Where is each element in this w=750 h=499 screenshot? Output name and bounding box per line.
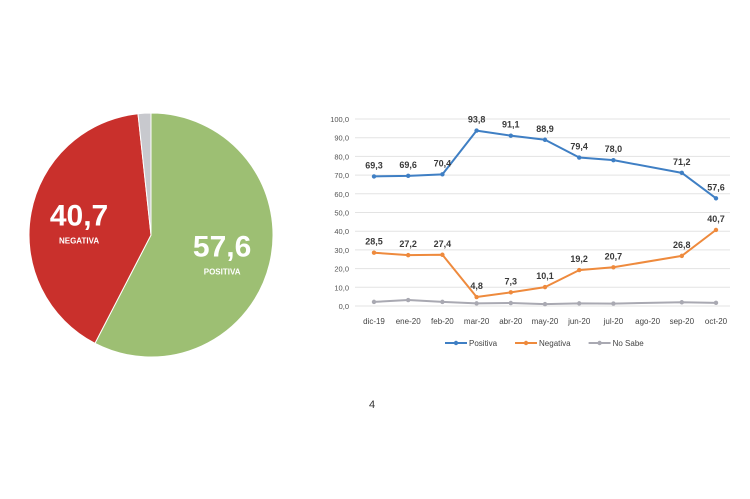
data-point-negativa: [611, 265, 616, 270]
x-tick-label: jun-20: [567, 317, 591, 326]
data-label-positiva: 78,0: [605, 144, 623, 154]
pie-label-positiva: POSITIVA: [204, 267, 241, 276]
data-point-negativa: [508, 290, 513, 295]
pie-value-negativa: 40,7: [50, 200, 108, 233]
pie-label-negativa: NEGATIVA: [59, 237, 99, 246]
y-tick-label: 50,0: [334, 209, 349, 218]
data-point-no-sabe: [371, 299, 377, 305]
y-tick-label: 20,0: [334, 265, 349, 274]
data-label-negativa: 40,7: [707, 214, 725, 224]
data-label-positiva: 69,6: [399, 160, 417, 170]
page-number: 4: [368, 399, 376, 411]
data-point-positiva: [371, 174, 377, 179]
data-label-positiva: 69,3: [365, 160, 383, 170]
data-point-negativa: [713, 227, 719, 233]
legend-marker-positiva: [453, 340, 459, 346]
x-tick-label: oct-20: [705, 317, 728, 326]
data-label-negativa: 20,7: [605, 251, 623, 261]
x-tick-label: ago-20: [635, 317, 660, 326]
data-point-no-sabe: [679, 300, 684, 305]
data-label-negativa: 10,1: [536, 271, 554, 281]
x-tick-label: mar-20: [464, 317, 490, 326]
data-label-negativa: 28,5: [365, 237, 383, 247]
data-label-negativa: 27,4: [434, 239, 452, 249]
data-point-no-sabe: [577, 301, 582, 306]
data-point-positiva: [406, 173, 411, 179]
data-label-negativa: 7,3: [505, 276, 518, 286]
data-label-positiva: 70,4: [434, 158, 452, 168]
pie-slice-positiva: [94, 112, 274, 358]
data-point-no-sabe: [713, 300, 719, 306]
legend-marker-no-sabe: [597, 340, 602, 346]
legend-label-no-sabe: No Sabe: [613, 339, 645, 348]
data-point-positiva: [577, 155, 582, 160]
data-point-negativa: [474, 294, 479, 300]
x-tick-label: ene-20: [396, 317, 421, 326]
data-point-positiva: [474, 128, 479, 133]
data-point-no-sabe: [474, 301, 479, 306]
data-label-positiva: 93,8: [468, 115, 486, 125]
data-point-positiva: [713, 196, 719, 201]
data-point-no-sabe: [508, 300, 513, 306]
data-point-no-sabe: [542, 301, 548, 307]
x-tick-label: jul-20: [603, 317, 624, 326]
series-line-positiva: [373, 129, 717, 200]
data-point-no-sabe: [406, 297, 411, 303]
data-point-negativa: [577, 267, 582, 273]
y-tick-label: 0,0: [339, 302, 349, 311]
data-point-positiva: [508, 133, 513, 138]
y-tick-label: 40,0: [334, 227, 349, 236]
pie-slice-negativa: [28, 113, 152, 345]
series-line-negativa: [373, 229, 717, 299]
x-tick-label: may-20: [532, 317, 559, 326]
x-tick-label: feb-20: [431, 317, 454, 326]
y-tick-label: 70,0: [334, 171, 349, 180]
data-point-positiva: [611, 157, 616, 163]
y-tick-label: 10,0: [334, 283, 349, 292]
data-label-positiva: 91,1: [502, 120, 520, 130]
data-point-negativa: [440, 252, 445, 257]
data-label-positiva: 79,4: [570, 142, 588, 152]
data-point-positiva: [440, 172, 445, 177]
x-tick-label: sep-20: [670, 317, 695, 326]
data-point-positiva: [679, 170, 684, 176]
data-point-negativa: [371, 250, 377, 255]
legend-marker-negativa: [523, 340, 529, 346]
x-tick-label: abr-20: [499, 317, 523, 326]
y-tick-label: 100,0: [330, 115, 349, 124]
data-point-negativa: [679, 253, 684, 259]
pie-value-positiva: 57,6: [193, 230, 251, 263]
legend-label-negativa: Negativa: [539, 339, 571, 348]
data-label-positiva: 88,9: [536, 124, 554, 134]
data-label-positiva: 57,6: [707, 182, 725, 192]
data-label-positiva: 71,2: [673, 157, 691, 167]
series-line-no-sabe: [373, 299, 717, 306]
data-point-positiva: [542, 137, 548, 142]
data-point-no-sabe: [440, 299, 445, 305]
data-label-negativa: 19,2: [570, 254, 588, 264]
y-tick-label: 30,0: [334, 246, 349, 255]
pie-chart: 57,6 POSITIVA 40,7 NEGATIVA: [28, 112, 274, 358]
data-label-negativa: 4,8: [470, 281, 483, 291]
y-tick-label: 60,0: [334, 190, 349, 199]
legend-label-positiva: Positiva: [469, 339, 498, 348]
pie-slice-other: [137, 112, 152, 236]
y-tick-label: 90,0: [334, 134, 349, 143]
data-label-negativa: 27,2: [399, 239, 417, 249]
data-label-negativa: 26,8: [673, 240, 691, 250]
data-point-no-sabe: [611, 301, 616, 306]
x-tick-label: dic-19: [363, 317, 385, 326]
y-tick-label: 80,0: [334, 152, 349, 161]
data-point-negativa: [542, 284, 548, 290]
data-point-negativa: [406, 252, 411, 258]
